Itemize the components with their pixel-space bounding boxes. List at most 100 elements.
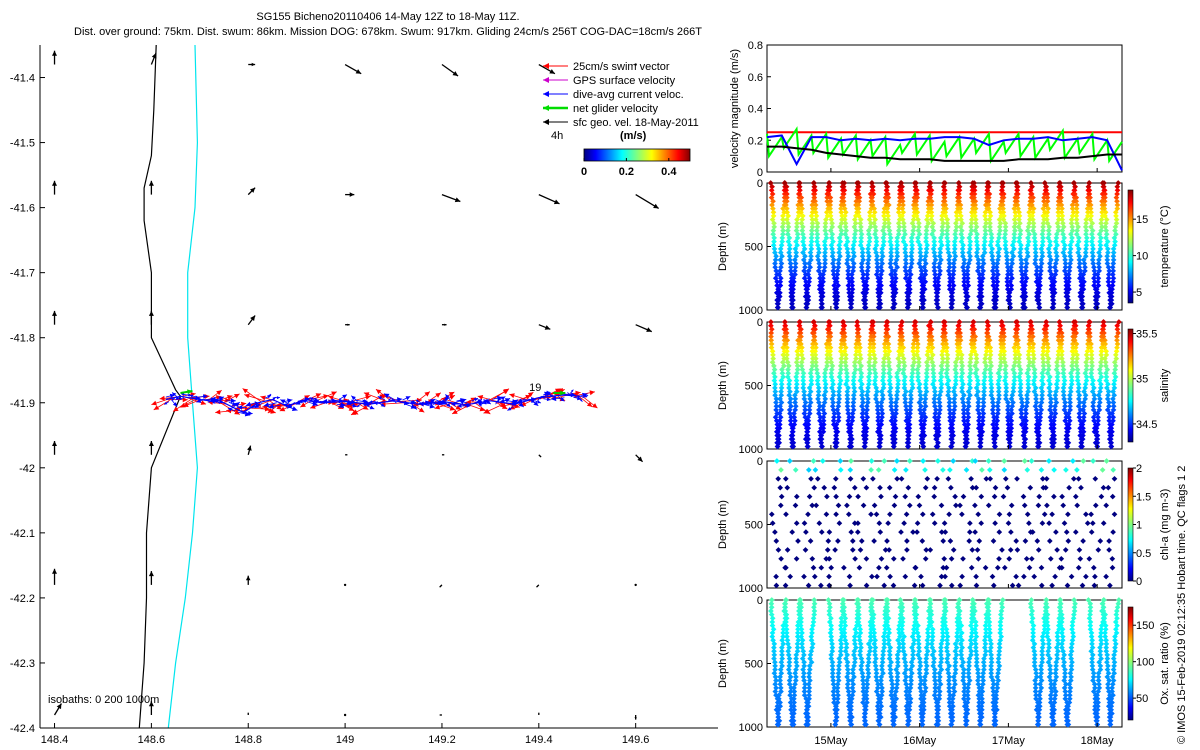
dive-avg-current-vector-head [362, 399, 368, 405]
swim-vector-head [351, 410, 357, 415]
current-vector-head [52, 441, 57, 446]
dive-avg-current-vector [368, 400, 376, 404]
current-vector [148, 701, 154, 715]
current-vector-head [250, 187, 256, 193]
dive-avg-current-vector [171, 397, 176, 401]
current-vector-head [544, 325, 551, 330]
current-vector [441, 454, 445, 456]
dive-avg-current-vector-head [276, 396, 280, 400]
swim-vector-head [448, 392, 455, 397]
colorbar-label: salinity [1159, 368, 1171, 402]
dive-number-label: 19 [529, 382, 541, 394]
current-vector-head [247, 712, 249, 714]
depth-colorbar-tick-label: 0 [1136, 576, 1142, 588]
current-vector [148, 180, 154, 195]
current-vector-head [247, 445, 252, 451]
velocity-y-axis-label: velocity magnitude (m/s) [729, 49, 741, 168]
swim-vector-head [416, 397, 422, 403]
swim-vector-head [449, 395, 455, 400]
dive-avg-current-vector-head [309, 397, 314, 401]
current-vector [247, 445, 252, 455]
dive-avg-current-vector-head [203, 394, 208, 399]
isobath-label: isobaths: 0 200 1000m [48, 694, 159, 706]
swim-vector-head [363, 392, 370, 397]
current-vector-head [151, 53, 157, 59]
dive-avg-current-vector [458, 399, 469, 405]
dive-avg-current-vector [254, 403, 263, 409]
current-vector [538, 324, 551, 330]
swim-vector-head [376, 389, 382, 395]
dive-avg-current-vector-head [405, 396, 411, 401]
swim-vector-head [304, 395, 310, 400]
current-vector [538, 194, 560, 205]
depth-y-tick-label: 0 [757, 456, 763, 468]
swim-vector-head [216, 390, 222, 396]
current-vector-head [52, 310, 57, 316]
dive-avg-current-vector [366, 405, 375, 410]
dive-avg-current-vector [402, 396, 411, 401]
depth-y-tick-label: 0 [757, 317, 763, 329]
current-vector-head [653, 203, 659, 209]
dive-avg-current-vector-head [446, 402, 451, 408]
current-vector [148, 571, 154, 585]
map-y-tick-label: -41.4 [10, 73, 35, 85]
depth-colorbar-tick-label: 0.5 [1136, 548, 1151, 560]
current-vector [247, 315, 256, 326]
swim-vector-head [153, 405, 160, 410]
dive-avg-current-vector-head [212, 401, 216, 404]
current-vector [52, 441, 57, 455]
colorbar-label: chl-a (mg m-3) [1159, 489, 1171, 561]
map-y-tick-label: -41.5 [10, 138, 35, 150]
dive-avg-current-vector-head [377, 396, 382, 400]
swim-vector-head [204, 394, 210, 399]
dive-avg-current-vector-head [164, 401, 168, 405]
current-vector [634, 63, 637, 66]
current-vector [441, 63, 459, 77]
swim-vector-head [331, 391, 337, 397]
map-y-tick-label: -41.6 [10, 203, 35, 215]
depth-y-tick-label: 1000 [739, 305, 763, 317]
dive-avg-current-vector [351, 395, 358, 402]
dive-avg-current-vector-head [231, 401, 237, 406]
swim-vector-head [424, 391, 430, 397]
swim-vector-head [182, 397, 188, 403]
current-vector-head [251, 62, 256, 67]
depth-colorbar [1127, 328, 1134, 443]
swim-vector-head [435, 392, 441, 398]
swim-vector-head [479, 406, 486, 412]
swim-vector-head [300, 402, 306, 408]
current-vector [538, 712, 540, 715]
dive-avg-current-vector-head [313, 398, 317, 401]
colorbar-units-label: (m/s) [620, 130, 647, 142]
current-vector [245, 575, 251, 585]
swim-vector-head [449, 405, 456, 411]
map-x-tick-label: 148.8 [234, 734, 262, 746]
current-vector-head [439, 714, 441, 716]
dive-avg-current-vector [445, 394, 451, 401]
swim-vector-head [315, 393, 322, 398]
chart-title-line1: SG155 Bicheno20110406 14-May 12Z to 18-M… [256, 11, 519, 23]
map-x-tick-label: 149.6 [622, 734, 650, 746]
dive-avg-current-vector [285, 405, 298, 411]
depth-y-axis-label: Depth (m) [717, 639, 729, 688]
swim-vector [434, 402, 453, 410]
dive-avg-current-vector-head [445, 394, 450, 399]
map-colorbar-tick-label: 0.4 [661, 166, 677, 178]
current-vector-head [637, 456, 643, 462]
dive-avg-current-vector-head [287, 398, 293, 404]
dive-avg-current-vector-head [380, 403, 385, 407]
current-vector-head [148, 310, 154, 316]
depth-y-tick-label: 500 [745, 659, 763, 671]
map-y-tick-label: -42.4 [10, 723, 35, 735]
dive-avg-current-vector-head [444, 397, 449, 402]
dive-avg-current-vector-head [351, 395, 356, 401]
current-vector-head [452, 71, 459, 76]
swim-vector-head [509, 393, 515, 399]
swim-vector [300, 400, 312, 408]
current-vector-head [454, 197, 461, 203]
current-vector [343, 583, 347, 587]
dive-avg-current-vector [441, 397, 450, 402]
dive-avg-current-vector-head [171, 398, 174, 401]
depth-y-tick-label: 500 [745, 520, 763, 532]
